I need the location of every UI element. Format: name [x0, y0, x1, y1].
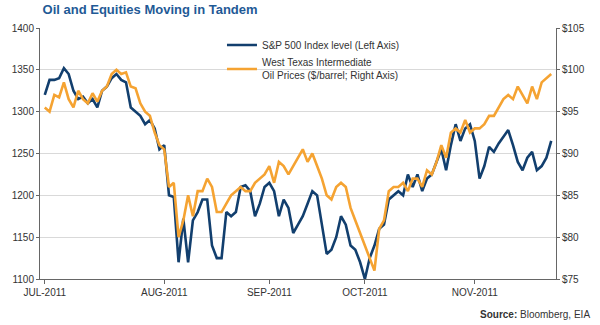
svg-text:AUG-2011: AUG-2011 [141, 287, 188, 298]
svg-text:Oil and Equities Moving in Tan: Oil and Equities Moving in Tandem [43, 2, 258, 17]
svg-text:NOV-2011: NOV-2011 [452, 287, 498, 298]
svg-text:SEP-2011: SEP-2011 [247, 287, 292, 298]
svg-text:S&P 500 Index level (Left Axis: S&P 500 Index level (Left Axis) [262, 40, 399, 51]
svg-text:1300: 1300 [12, 106, 35, 117]
svg-text:$105: $105 [562, 23, 585, 34]
svg-text:$75: $75 [562, 274, 579, 285]
svg-text:1200: 1200 [12, 190, 35, 201]
svg-text:1350: 1350 [12, 64, 35, 75]
svg-text:1400: 1400 [12, 23, 35, 34]
svg-text:Source: Bloomberg, EIA: Source: Bloomberg, EIA [480, 309, 590, 320]
svg-text:$90: $90 [562, 148, 579, 159]
svg-text:JUL-2011: JUL-2011 [23, 287, 66, 298]
svg-text:$95: $95 [562, 106, 579, 117]
svg-text:1250: 1250 [12, 148, 35, 159]
svg-text:1100: 1100 [12, 274, 34, 285]
svg-text:$100: $100 [562, 64, 585, 75]
svg-text:OCT-2011: OCT-2011 [342, 287, 388, 298]
svg-text:$80: $80 [562, 232, 579, 243]
svg-text:West Texas IntermediateOil Pri: West Texas IntermediateOil Prices ($/bar… [262, 57, 398, 81]
svg-text:$85: $85 [562, 190, 579, 201]
svg-text:1150: 1150 [12, 232, 34, 243]
